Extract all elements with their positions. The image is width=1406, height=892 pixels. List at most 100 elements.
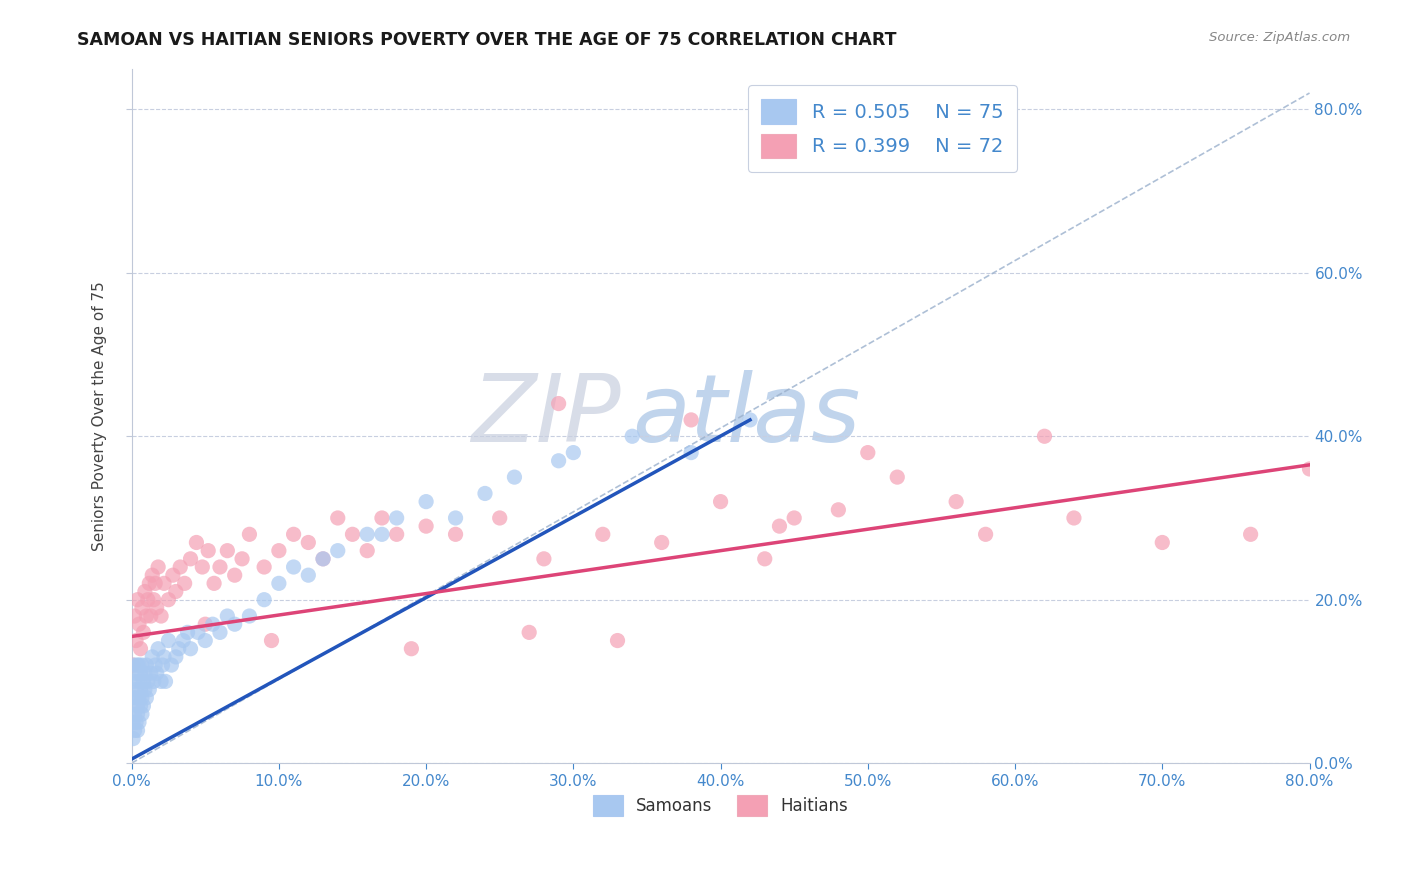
Point — [169, 560, 191, 574]
Point — [145, 666, 167, 681]
Point — [974, 527, 997, 541]
Point — [127, 658, 149, 673]
Point — [738, 413, 761, 427]
Point — [138, 682, 160, 697]
Point — [134, 584, 156, 599]
Point — [533, 551, 555, 566]
Point — [155, 674, 177, 689]
Point — [562, 445, 585, 459]
Point — [283, 527, 305, 541]
Point — [253, 592, 276, 607]
Point — [356, 527, 378, 541]
Point — [124, 674, 146, 689]
Point — [547, 454, 569, 468]
Point — [167, 641, 190, 656]
Point — [283, 560, 305, 574]
Point — [157, 592, 180, 607]
Point — [297, 568, 319, 582]
Point — [160, 658, 183, 673]
Point — [146, 560, 169, 574]
Point — [135, 690, 157, 705]
Point — [1063, 511, 1085, 525]
Point — [385, 511, 408, 525]
Point — [129, 666, 152, 681]
Point — [125, 666, 148, 681]
Point — [856, 445, 879, 459]
Point — [134, 682, 156, 697]
Point — [224, 568, 246, 582]
Point — [1298, 462, 1320, 476]
Point — [385, 527, 408, 541]
Point — [326, 543, 349, 558]
Point — [202, 576, 225, 591]
Point — [129, 682, 152, 697]
Point — [312, 551, 335, 566]
Point — [129, 698, 152, 713]
Point — [217, 543, 239, 558]
Point — [127, 592, 149, 607]
Point — [173, 576, 195, 591]
Point — [267, 543, 290, 558]
Point — [415, 519, 437, 533]
Point — [517, 625, 540, 640]
Point — [172, 633, 194, 648]
Point — [131, 690, 153, 705]
Point — [152, 658, 174, 673]
Point — [142, 674, 165, 689]
Point — [150, 609, 173, 624]
Point — [165, 584, 187, 599]
Point — [134, 666, 156, 681]
Point — [326, 511, 349, 525]
Point — [180, 551, 202, 566]
Point — [827, 503, 849, 517]
Point — [1239, 527, 1261, 541]
Point — [768, 519, 790, 533]
Point — [122, 690, 145, 705]
Point — [127, 707, 149, 722]
Point — [444, 527, 467, 541]
Text: atlas: atlas — [633, 370, 860, 461]
Point — [157, 633, 180, 648]
Point — [135, 609, 157, 624]
Point — [132, 674, 155, 689]
Point — [1152, 535, 1174, 549]
Point — [124, 723, 146, 738]
Point — [401, 641, 423, 656]
Point — [153, 649, 176, 664]
Point — [238, 609, 260, 624]
Point — [127, 723, 149, 738]
Point — [238, 527, 260, 541]
Point — [208, 560, 231, 574]
Point — [356, 543, 378, 558]
Point — [122, 715, 145, 730]
Point — [191, 560, 214, 574]
Point — [260, 633, 283, 648]
Text: ZIP: ZIP — [471, 370, 620, 461]
Point — [128, 658, 150, 673]
Text: Source: ZipAtlas.com: Source: ZipAtlas.com — [1209, 31, 1350, 45]
Point — [128, 674, 150, 689]
Point — [754, 551, 776, 566]
Point — [125, 715, 148, 730]
Point — [122, 731, 145, 746]
Point — [129, 641, 152, 656]
Point — [201, 617, 224, 632]
Point — [124, 707, 146, 722]
Point — [194, 633, 217, 648]
Point — [180, 641, 202, 656]
Point — [125, 682, 148, 697]
Point — [371, 511, 394, 525]
Point — [224, 617, 246, 632]
Point — [142, 592, 165, 607]
Point — [136, 592, 159, 607]
Point — [297, 535, 319, 549]
Point — [128, 617, 150, 632]
Point — [139, 609, 162, 624]
Point — [217, 609, 239, 624]
Point — [128, 690, 150, 705]
Point — [253, 560, 276, 574]
Point — [125, 633, 148, 648]
Point — [197, 543, 219, 558]
Point — [122, 658, 145, 673]
Point — [131, 600, 153, 615]
